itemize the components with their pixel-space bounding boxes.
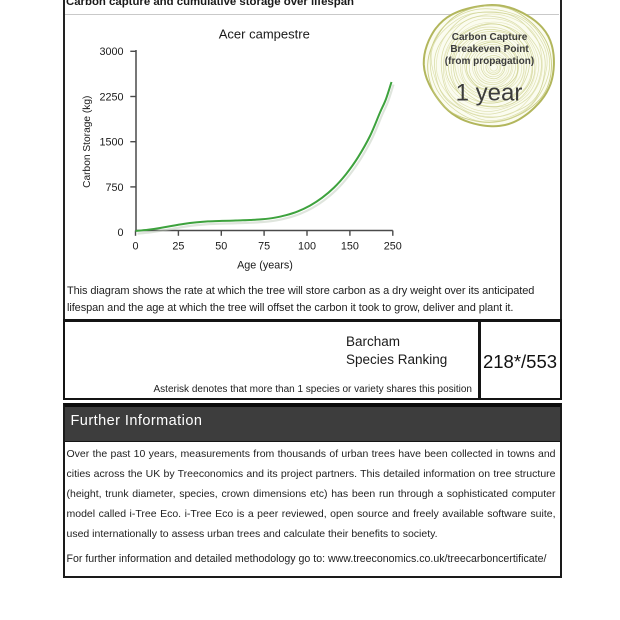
svg-text:Breakeven Point: Breakeven Point bbox=[450, 44, 529, 55]
svg-text:0: 0 bbox=[132, 241, 138, 253]
svg-text:0: 0 bbox=[117, 227, 123, 239]
svg-text:Acer campestre: Acer campestre bbox=[219, 26, 310, 41]
svg-text:50: 50 bbox=[215, 241, 227, 253]
svg-text:150: 150 bbox=[341, 241, 359, 253]
svg-text:75: 75 bbox=[258, 241, 270, 253]
svg-text:100: 100 bbox=[298, 241, 316, 253]
svg-text:2250: 2250 bbox=[99, 91, 123, 103]
svg-text:Carbon Storage (kg): Carbon Storage (kg) bbox=[82, 96, 93, 188]
svg-text:Carbon Capture: Carbon Capture bbox=[452, 32, 528, 43]
svg-text:750: 750 bbox=[105, 182, 123, 194]
svg-text:25: 25 bbox=[172, 241, 184, 253]
svg-text:Age (years): Age (years) bbox=[237, 259, 293, 271]
svg-text:250: 250 bbox=[384, 241, 402, 253]
svg-text:1 year: 1 year bbox=[456, 79, 523, 106]
svg-text:3000: 3000 bbox=[99, 46, 123, 58]
svg-text:1500: 1500 bbox=[99, 137, 123, 149]
svg-text:(from propagation): (from propagation) bbox=[445, 56, 534, 67]
